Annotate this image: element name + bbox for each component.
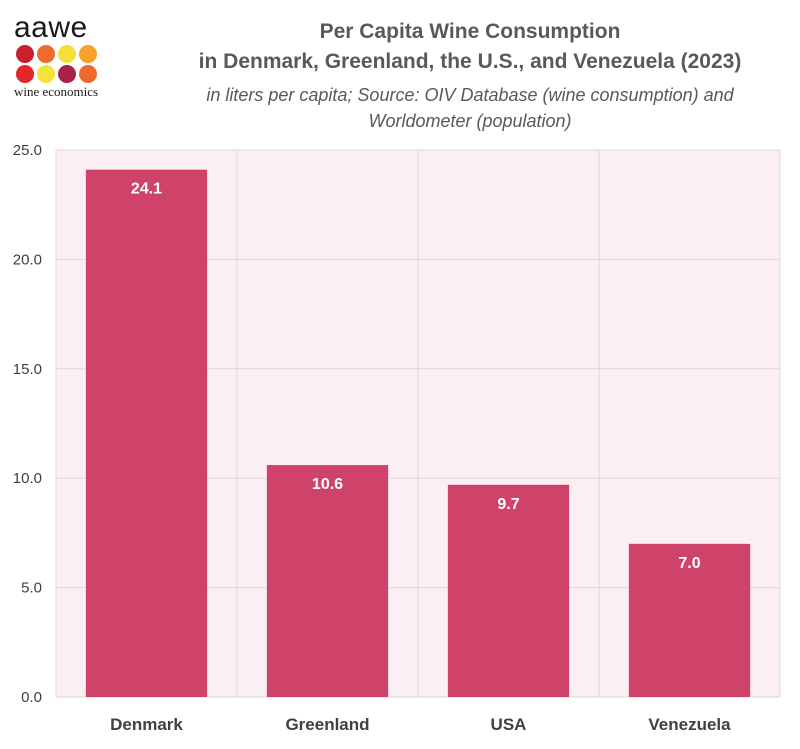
data-label: 7.0 — [678, 555, 700, 572]
chart-subtitle-line-2: Worldometer (population) — [368, 111, 572, 131]
logo-dot — [16, 45, 34, 63]
logo-wordmark: aawe — [14, 11, 88, 44]
logo-dot — [58, 65, 76, 83]
logo-subtitle: wine economics — [14, 84, 99, 99]
x-tick-label: Denmark — [110, 715, 183, 734]
y-tick-label: 0.0 — [21, 689, 42, 706]
logo-dot — [58, 45, 76, 63]
logo-dot — [79, 65, 97, 83]
bar — [628, 543, 751, 697]
x-tick-label: Venezuela — [648, 715, 731, 734]
y-tick-label: 25.0 — [13, 142, 42, 159]
x-tick-label: USA — [491, 715, 527, 734]
logo-dot — [37, 45, 55, 63]
bar — [85, 169, 208, 697]
logo-dots — [16, 45, 104, 83]
y-tick-label: 5.0 — [21, 580, 42, 597]
logo-dot — [37, 65, 55, 83]
y-tick-label: 15.0 — [13, 361, 42, 378]
logo-dot — [16, 65, 34, 83]
y-tick-label: 10.0 — [13, 470, 42, 487]
data-label: 24.1 — [131, 181, 162, 198]
data-label: 9.7 — [497, 496, 519, 513]
chart-subtitle-line-1: in liters per capita; Source: OIV Databa… — [206, 85, 734, 105]
chart-subtitle: in liters per capita; Source: OIV Databa… — [150, 82, 790, 134]
y-tick-label: 20.0 — [13, 251, 42, 268]
chart-title-line-1: Per Capita Wine Consumption — [319, 20, 621, 43]
bar — [266, 465, 389, 697]
bar — [447, 484, 570, 697]
data-label: 10.6 — [312, 476, 343, 493]
x-tick-label: Greenland — [285, 715, 369, 734]
logo-dot — [79, 45, 97, 63]
chart-title-line-2: in Denmark, Greenland, the U.S., and Ven… — [198, 50, 742, 73]
aawe-logo: aawe wine economics — [14, 11, 104, 100]
